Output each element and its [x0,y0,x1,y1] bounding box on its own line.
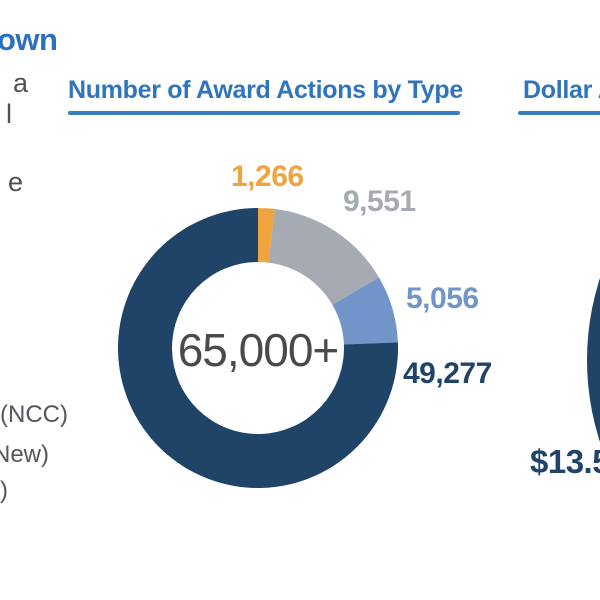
dollar-amount-donut-sliver [587,95,600,600]
segment-value-label: 5,056 [406,282,479,315]
segment-value-label: 1,266 [231,160,304,193]
left-edge-text-fragment: New) [0,441,50,468]
dollar-amount-chart-title: Dollar A [523,76,600,104]
left-edge-text-fragment: l [6,99,12,129]
donut-center-total: 65,000+ [177,324,340,376]
donut-segment-0 [258,208,276,263]
left-edge-text-fragment: e [8,167,24,197]
donut-segment-2 [332,277,398,345]
left-edge-text-fragment: a [13,68,29,98]
page-heading-fragment: own [0,22,58,57]
dollar-amount-value-label: $13.5 [530,443,600,480]
title-underline [518,111,600,115]
donut-segment-1 [268,209,379,305]
award-actions-donut-chart [118,208,399,488]
award-actions-chart-title: Number of Award Actions by Type [68,76,463,104]
left-edge-text-fragment: (NCC) [0,401,68,428]
segment-value-label: 49,277 [403,357,492,390]
title-underline [68,111,460,115]
left-edge-text-fragment: ) [0,477,8,504]
segment-value-label: 9,551 [343,185,416,218]
donut-segment-3 [118,208,399,488]
